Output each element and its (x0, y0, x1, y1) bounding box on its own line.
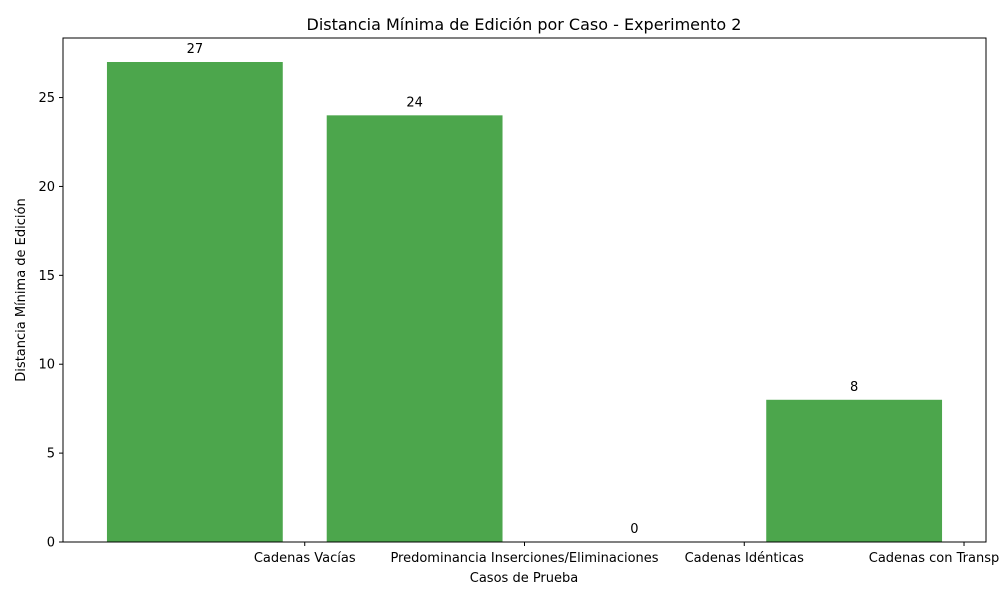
plot-area: 0 5 10 15 20 25 27 Cadenas Vacías 24 Predominanci… (38, 42, 1000, 566)
bar (106, 62, 283, 542)
bar-value-label: 8 (850, 380, 858, 395)
bar-value-label: 24 (406, 95, 423, 110)
x-tick-label: Cadenas Vacías (254, 551, 356, 566)
x-tick-label: Cadenas Idénticas (685, 551, 805, 566)
y-tick-label: 10 (38, 358, 55, 373)
y-axis-label: Distancia Mínima de Edición (14, 198, 29, 381)
y-tick-label: 0 (47, 536, 55, 551)
y-tick-label: 25 (38, 91, 55, 106)
y-tick-label: 20 (38, 180, 55, 195)
y-tick-label: 15 (38, 269, 55, 284)
x-tick-label: Predominancia Inserciones/Eliminaciones (390, 551, 658, 566)
bar-value-label: 27 (187, 42, 204, 57)
bar (326, 115, 503, 542)
x-axis-label: Casos de Prueba (470, 571, 578, 586)
x-tick-label: Cadenas con Transposiciones (869, 551, 1000, 566)
y-tick-label: 5 (47, 447, 55, 462)
chart-title: Distancia Mínima de Edición por Caso - E… (307, 15, 742, 34)
bar-value-label: 0 (630, 522, 638, 537)
bar (766, 399, 943, 542)
plot-frame (62, 37, 987, 543)
